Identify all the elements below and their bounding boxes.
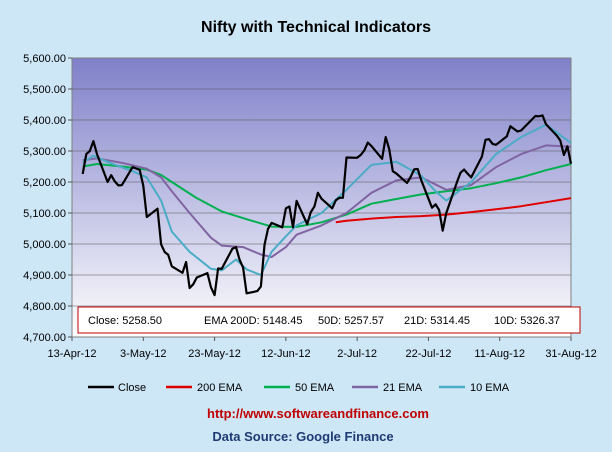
legend-item-close: Close (88, 382, 146, 394)
x-tick-label: 12-Jun-12 (261, 348, 311, 360)
x-tick-label: 2-Jul-12 (337, 348, 377, 360)
legend-item-ema50: 50 EMA (264, 382, 335, 394)
y-tick-label: 5,600.00 (23, 53, 66, 65)
grid-lines (72, 88, 571, 307)
y-tick-label: 4,900.00 (23, 270, 66, 282)
legend: Close 200 EMA 50 EMA 21 EMA 10 EMA (88, 382, 510, 394)
summary-ema21: 21D: 5314.45 (404, 315, 470, 327)
series-lines (81, 114, 573, 297)
x-tick-label: 23-May-12 (188, 348, 241, 360)
y-tick-label: 5,400.00 (23, 115, 66, 127)
legend-label-close: Close (118, 382, 146, 394)
y-tick-label: 5,100.00 (23, 208, 66, 220)
legend-item-ema200: 200 EMA (166, 382, 243, 394)
y-tick-label: 4,800.00 (23, 301, 66, 313)
ema10-line (82, 123, 572, 276)
x-tick-label: 31-Aug-12 (545, 348, 596, 360)
y-axis: 4,700.00 4,800.00 4,900.00 5,000.00 5,100.00… (23, 53, 72, 344)
chart-title: Nifty with Technical Indicators (201, 19, 431, 36)
x-axis: 13-Apr-12 3-May-12 23-May-12 12-Jun-12 2-Jul… (48, 337, 597, 360)
x-tick-label: 11-Aug-12 (474, 348, 525, 360)
legend-label-ema10: 10 EMA (470, 382, 510, 394)
x-tick-label: 22-Jul-12 (405, 348, 451, 360)
summary-ema200: EMA 200D: 5148.45 (204, 315, 302, 327)
x-tick-label: 3-May-12 (120, 348, 166, 360)
legend-label-ema21: 21 EMA (383, 382, 423, 394)
y-tick-label: 4,700.00 (23, 332, 66, 344)
ema21-line (82, 144, 572, 258)
y-tick-label: 5,000.00 (23, 239, 66, 251)
summary-close: Close: 5258.50 (88, 315, 162, 327)
legend-item-ema21: 21 EMA (352, 382, 423, 394)
summary-ema50: 50D: 5257.57 (318, 315, 384, 327)
x-tick-label: 13-Apr-12 (48, 348, 97, 360)
y-tick-label: 5,500.00 (23, 84, 66, 96)
summary-box: Close: 5258.50 EMA 200D: 5148.45 50D: 52… (77, 306, 581, 334)
source-url: http://www.softwareandfinance.com (207, 406, 429, 421)
close-line (81, 114, 573, 297)
legend-item-ema10: 10 EMA (439, 382, 510, 394)
legend-label-ema200: 200 EMA (197, 382, 243, 394)
legend-label-ema50: 50 EMA (295, 382, 335, 394)
summary-ema10: 10D: 5326.37 (494, 315, 560, 327)
y-tick-label: 5,200.00 (23, 177, 66, 189)
y-tick-label: 5,300.00 (23, 146, 66, 158)
data-source: Data Source: Google Finance (212, 429, 393, 444)
